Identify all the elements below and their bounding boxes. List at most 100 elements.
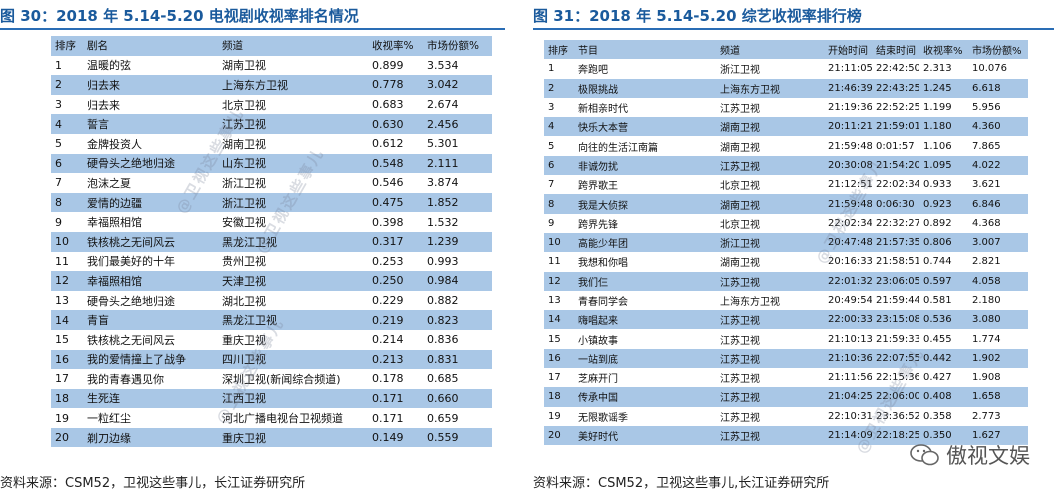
- table-cell: 22:00:33: [828, 314, 872, 326]
- table-cell: 0.548: [372, 156, 404, 170]
- table-cell: 3.080: [972, 314, 1001, 326]
- table-cell: 爱情的边疆: [87, 196, 142, 210]
- table-cell: 湖南卫视: [720, 142, 760, 154]
- table-cell: 上海东方卫视: [222, 78, 288, 92]
- table-cell: 生死连: [87, 392, 120, 406]
- table-cell: 7.865: [972, 140, 1001, 152]
- table-cell: 0.350: [923, 430, 952, 442]
- table-cell: 3.534: [427, 58, 459, 72]
- table-row: 13 硬骨头之绝地归途 湖北卫视 0.229 0.882: [51, 290, 492, 311]
- table-cell: 1.095: [923, 159, 952, 171]
- table-row: 1 奔跑吧 浙江卫视 21:11:05 22:42:50 2.313 10.076: [544, 59, 1028, 79]
- table-cell: 铁核桃之无间风云: [87, 235, 175, 249]
- table-cell: 0.923: [923, 198, 952, 210]
- table-cell: 10: [55, 235, 69, 249]
- table-cell: 江西卫视: [222, 392, 266, 406]
- table-row: 18 传承中国 江苏卫视 21:04:25 22:06:00 0.408 1.658: [544, 387, 1028, 407]
- table-cell: 金牌投资人: [87, 137, 142, 151]
- table-cell: 归去来: [87, 98, 120, 112]
- table-cell: 2: [548, 82, 555, 94]
- table-cell: 6.618: [972, 82, 1001, 94]
- table-cell: 归去来: [87, 78, 120, 92]
- table-cell: 江苏卫视: [720, 412, 760, 424]
- brand-name: 傲视文娱: [946, 444, 1030, 468]
- table-cell: 0.882: [427, 294, 459, 308]
- table-cell: 我想和你唱: [578, 258, 628, 270]
- table-cell: 6: [548, 159, 555, 171]
- table-row: 9 幸福照相馆 安徽卫视 0.398 1.532: [51, 212, 492, 232]
- table-cell: 一粒红尘: [87, 412, 131, 426]
- table-cell: 4.022: [972, 159, 1001, 171]
- table-cell: 0.836: [427, 333, 459, 347]
- table-cell: 5: [55, 137, 62, 151]
- table-cell: 17: [55, 372, 69, 386]
- table-row: 3 新相亲时代 江苏卫视 21:19:36 22:52:25 1.199 5.956: [544, 97, 1028, 118]
- table-row: 16 我的爱情撞上了战争 四川卫视 0.213 0.831: [51, 349, 492, 370]
- table-cell: 2.773: [972, 410, 1001, 422]
- table-cell: 0.630: [372, 117, 404, 131]
- table-cell: 跨界先锋: [578, 219, 618, 231]
- tv-drama-source: 资料来源：CSM52，卫视这些事儿，长江证券研究所: [0, 476, 306, 491]
- table-cell: 极限挑战: [578, 84, 618, 96]
- table-cell: 21:59:48: [828, 140, 872, 152]
- table-cell: 幸福照相馆: [87, 274, 142, 288]
- table-cell: 21:46:39: [828, 82, 872, 94]
- table-cell: 3: [548, 102, 555, 114]
- table-cell: 21:59:33: [876, 333, 919, 345]
- table-cell: 浙江卫视: [720, 239, 760, 251]
- table-cell: 1.902: [972, 352, 1001, 364]
- column-header: 节目: [578, 46, 598, 58]
- table-cell: 非诚勿扰: [578, 161, 618, 173]
- table-cell: 无限歌谣季: [578, 412, 628, 424]
- table-row: 19 一粒红尘 河北广播电视台卫视频道 0.171 0.659: [51, 408, 492, 428]
- table-cell: 上海东方卫视: [720, 297, 780, 308]
- table-cell: 5.956: [972, 102, 1001, 114]
- table-row: 12 幸福照相馆 天津卫视 0.250 0.984: [51, 271, 492, 291]
- table-cell: 湖南卫视: [720, 258, 760, 270]
- column-header: 剧名: [87, 40, 108, 53]
- table-cell: 10.076: [972, 63, 1007, 75]
- table-cell: 21:59:44: [876, 295, 919, 306]
- table-cell: 0.475: [372, 196, 404, 210]
- table-row: 15 小镇故事 江苏卫视 21:10:13 21:59:33 0.455 1.774: [544, 329, 1028, 349]
- table-cell: 北京卫视: [720, 219, 760, 231]
- table-cell: 21:10:36: [828, 352, 872, 364]
- table-cell: 芝麻开门: [578, 374, 618, 386]
- table-row: 3 归去来 北京卫视 0.683 2.674: [51, 94, 492, 115]
- table-row: 11 我们最美好的十年 贵州卫视 0.253 0.993: [51, 251, 492, 272]
- table-cell: 1: [548, 63, 555, 75]
- table-cell: 22:42:50: [876, 63, 919, 75]
- column-header: 市场份额%: [427, 40, 479, 53]
- table-cell: 14: [548, 314, 561, 326]
- table-cell: 0.442: [923, 352, 952, 364]
- table-cell: 21:11:56: [828, 372, 872, 384]
- table-cell: 我的爱情撞上了战争: [87, 353, 186, 367]
- variety-title: 图 31：2018 年 5.14-5.20 综艺收视率排行榜: [533, 7, 862, 25]
- table-cell: 4: [548, 121, 555, 133]
- table-cell: 3.874: [427, 176, 459, 190]
- table-cell: 0.778: [372, 78, 404, 92]
- table-cell: 1.245: [923, 82, 952, 94]
- table-row: 17 我的青春遇见你 深圳卫视(新闻综合频道) 0.178 0.685: [51, 369, 492, 389]
- table-cell: 22:02:34: [876, 179, 919, 191]
- table-cell: 0.171: [372, 391, 404, 405]
- table-cell: 3: [55, 98, 62, 112]
- table-cell: 3.042: [427, 78, 459, 92]
- table-cell: 硬骨头之绝地归途: [87, 294, 175, 308]
- table-cell: 一站到底: [578, 354, 618, 366]
- table-cell: 2.821: [972, 256, 1001, 268]
- table-cell: 0.229: [372, 294, 404, 308]
- table-cell: 1.532: [427, 215, 459, 229]
- table-cell: 江苏卫视: [720, 335, 760, 347]
- table-cell: 上海东方卫视: [720, 84, 780, 96]
- table-cell: 0.213: [372, 352, 404, 366]
- table-cell: 4.058: [972, 275, 1001, 287]
- table-cell: 7: [55, 176, 62, 190]
- table-row: 2 归去来 上海东方卫视 0.778 3.042: [51, 75, 492, 95]
- table-cell: 湖北卫视: [222, 294, 266, 308]
- table-row: 8 我是大侦探 湖南卫视 21:59:48 0:06:30 0.923 6.846: [544, 194, 1028, 214]
- table-cell: 7: [548, 179, 555, 191]
- table-cell: 0.559: [427, 431, 459, 445]
- table-row: 4 快乐大本营 湖南卫视 20:11:21 21:59:01 1.180 4.360: [544, 117, 1028, 137]
- table-row: 2 极限挑战 上海东方卫视 21:46:39 22:43:25 1.245 6.618: [544, 78, 1028, 98]
